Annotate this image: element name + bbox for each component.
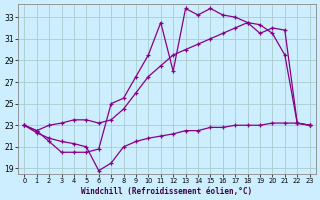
X-axis label: Windchill (Refroidissement éolien,°C): Windchill (Refroidissement éolien,°C) [81,187,252,196]
